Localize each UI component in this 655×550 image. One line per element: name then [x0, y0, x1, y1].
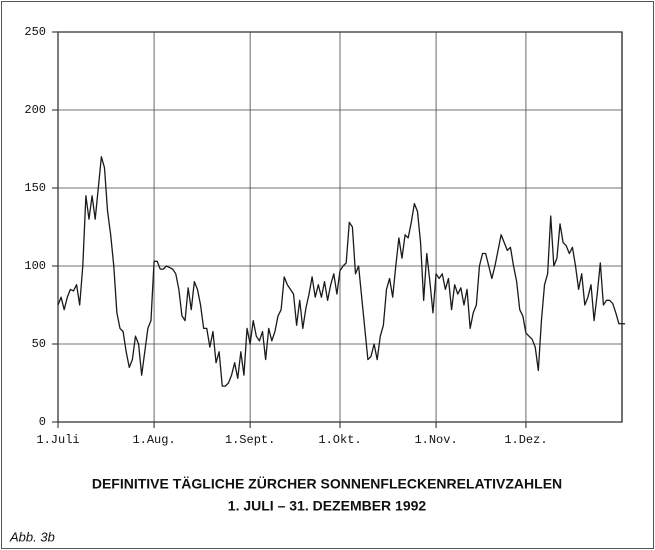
chart-title: DEFINITIVE TÄGLICHE ZÜRCHER SONNENFLECKE… — [92, 476, 562, 492]
y-tick-label: 50 — [32, 337, 46, 351]
chart-subtitle: 1. JULI – 31. DEZEMBER 1992 — [228, 498, 427, 514]
x-tick-label: 1.Nov. — [414, 433, 457, 447]
caption: Abb. 3b — [9, 529, 55, 544]
x-tick-label: 1.Okt. — [318, 433, 361, 447]
y-tick-label: 200 — [24, 103, 46, 117]
x-tick-label: 1.Aug. — [132, 433, 175, 447]
y-tick-label: 150 — [24, 181, 46, 195]
y-tick-label: 100 — [24, 259, 46, 273]
x-tick-label: 1.Sept. — [225, 433, 275, 447]
data-line — [57, 156, 626, 387]
y-tick-label: 250 — [24, 25, 46, 39]
y-tick-label: 0 — [39, 415, 46, 429]
x-tick-label: 1.Dez. — [504, 433, 547, 447]
x-tick-label: 1.Juli — [36, 433, 79, 447]
